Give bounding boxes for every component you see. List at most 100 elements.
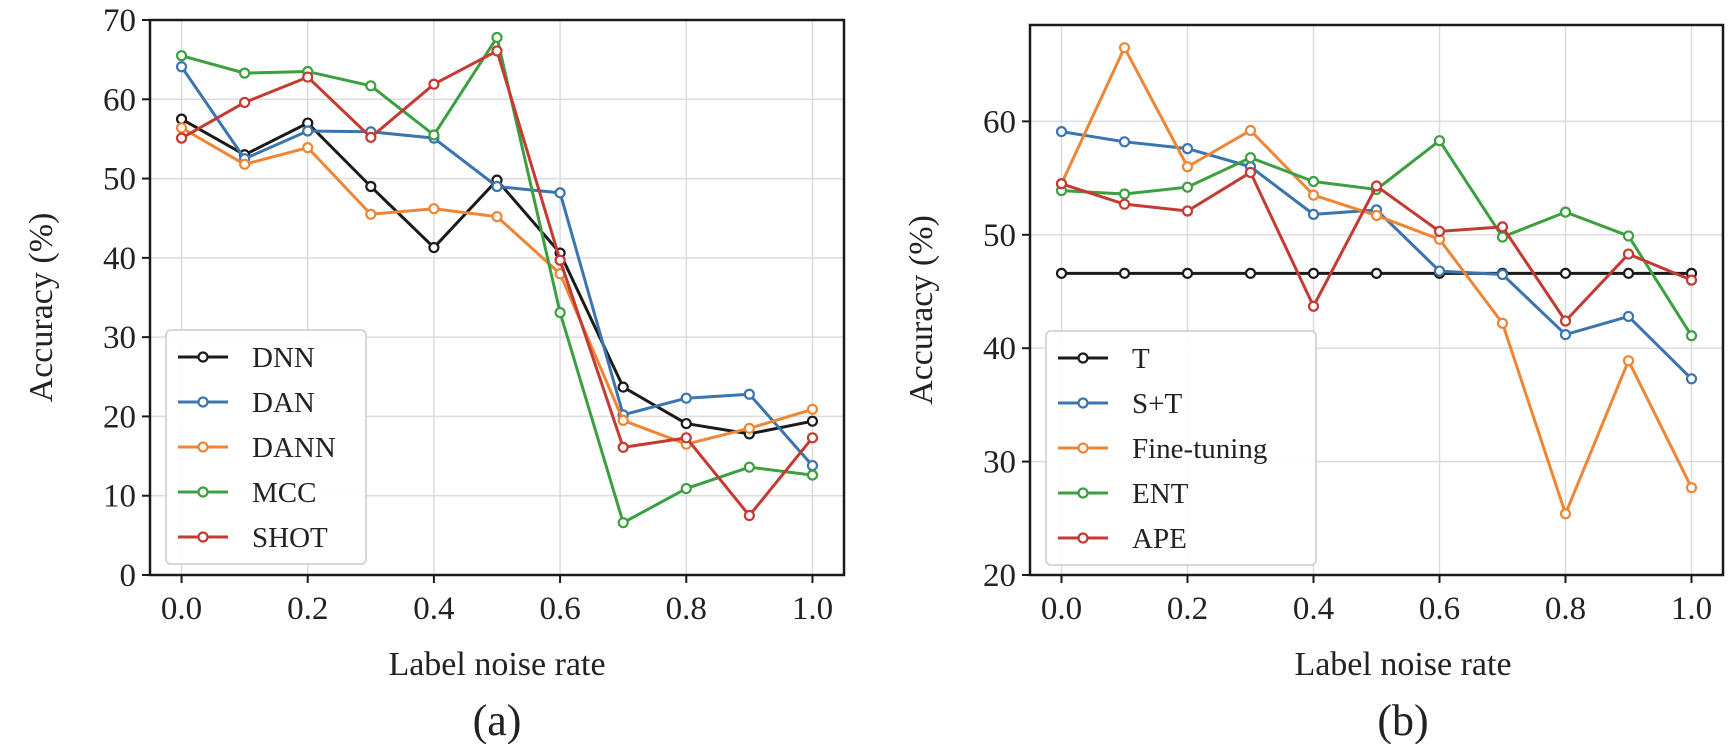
data-point-s-t: [1622, 310, 1635, 323]
legend-label: APE: [1132, 523, 1187, 555]
data-point-fine-tuning: [1685, 482, 1698, 494]
data-point-shot: [239, 96, 251, 109]
data-point-ape: [1622, 248, 1635, 260]
data-point-dan: [554, 187, 566, 199]
data-point-shot: [365, 131, 377, 143]
data-point-ent: [1181, 181, 1194, 193]
data-point-dan: [302, 125, 314, 137]
data-point-s-t: [1181, 143, 1194, 155]
data-point-ent: [1685, 330, 1698, 342]
data-point-t: [1118, 267, 1131, 279]
y-tick-label: 10: [103, 479, 136, 515]
panel-label: (b): [1377, 696, 1428, 744]
data-point-s-t: [1496, 268, 1509, 281]
y-tick-label: 30: [103, 320, 136, 356]
data-point-dan: [743, 388, 755, 400]
legend-marker: [1077, 352, 1089, 364]
x-tick-label: 0.8: [666, 591, 707, 627]
data-point-mcc: [491, 31, 503, 44]
y-tick-label: 30: [983, 445, 1016, 481]
data-point-dann: [743, 422, 755, 434]
data-point-ape: [1055, 178, 1068, 190]
x-tick-label: 0.2: [1167, 591, 1208, 627]
data-point-ape: [1559, 315, 1572, 327]
chart-panel-b: 0.0 0.2 0.4 0.6 0.8 1.0 20 30 40 50 60 Label noise …: [903, 23, 1725, 744]
data-point-ape: [1118, 198, 1131, 210]
data-point-mcc: [806, 469, 819, 481]
legend-label: MCC: [252, 477, 316, 509]
data-point-fine-tuning: [1118, 42, 1131, 54]
legend-label: Fine-tuning: [1132, 433, 1267, 465]
data-point-shot: [428, 78, 440, 90]
y-tick-label: 70: [103, 3, 136, 39]
data-point-t: [1307, 267, 1320, 279]
data-point-fine-tuning: [1181, 161, 1194, 173]
data-point-ape: [1181, 205, 1194, 217]
data-point-s-t: [1118, 136, 1131, 148]
legend-marker: [197, 531, 209, 543]
data-point-dann: [175, 122, 188, 134]
y-tick-label: 60: [983, 104, 1016, 140]
data-point-dnn: [680, 417, 692, 430]
data-point-mcc: [175, 50, 188, 62]
x-tick-label: 0.6: [1419, 591, 1460, 627]
data-point-ent: [1244, 152, 1257, 164]
data-point-shot: [175, 132, 188, 144]
y-tick-label: 50: [983, 218, 1016, 254]
data-point-dnn: [365, 180, 377, 193]
x-tick-label: 0.8: [1545, 591, 1586, 627]
data-point-fine-tuning: [1622, 355, 1635, 367]
data-point-dnn: [428, 241, 440, 254]
plot-frame: [1028, 23, 1725, 577]
legend-label: SHOT: [252, 522, 328, 554]
y-tick-label: 60: [103, 82, 136, 118]
legend-marker: [1077, 532, 1089, 544]
data-point-s-t: [1307, 208, 1320, 220]
legend-label: DANN: [252, 432, 336, 464]
data-point-s-t: [1685, 373, 1698, 385]
data-point-shot: [806, 432, 819, 444]
data-point-ape: [1307, 300, 1320, 312]
data-point-ape: [1685, 274, 1698, 286]
data-point-dan: [680, 392, 692, 404]
y-tick-label: 20: [103, 399, 136, 435]
data-point-shot: [617, 441, 629, 453]
data-point-ent: [1496, 231, 1509, 243]
legend-marker: [1077, 397, 1089, 409]
data-point-mcc: [617, 517, 629, 529]
data-point-mcc: [743, 461, 755, 473]
x-tick-label: 0.4: [413, 591, 454, 627]
x-axis-label: Label noise rate: [388, 646, 605, 683]
data-point-dan: [491, 180, 503, 193]
y-axis-label: Accuracy (%): [23, 213, 60, 403]
data-point-fine-tuning: [1307, 189, 1320, 201]
data-point-shot: [554, 254, 566, 266]
legend-marker: [197, 441, 209, 453]
data-point-t: [1370, 267, 1383, 279]
data-point-fine-tuning: [1244, 124, 1257, 137]
y-axis-label: Accuracy (%): [903, 215, 940, 405]
data-point-shot: [302, 71, 314, 83]
data-point-shot: [743, 509, 755, 522]
x-tick-label: 0.0: [161, 591, 202, 627]
x-tick-label: 0.4: [1293, 591, 1334, 627]
data-point-t: [1244, 267, 1257, 279]
data-point-ape: [1370, 180, 1383, 192]
data-point-dann: [806, 403, 819, 415]
data-point-fine-tuning: [1496, 317, 1509, 329]
legend-box: [165, 329, 367, 565]
data-point-dnn: [617, 381, 629, 393]
data-point-fine-tuning: [1370, 209, 1383, 222]
legend-marker: [1077, 442, 1089, 454]
x-tick-label: 0.0: [1041, 591, 1082, 627]
y-tick-label: 0: [120, 558, 137, 594]
data-point-dann: [491, 211, 503, 223]
data-point-ent: [1559, 206, 1572, 218]
legend-label: DNN: [252, 342, 315, 374]
data-point-dann: [428, 203, 440, 215]
data-point-ent: [1307, 175, 1320, 188]
data-point-s-t: [1433, 265, 1446, 277]
x-tick-label: 1.0: [1671, 591, 1712, 627]
legend-marker: [197, 351, 209, 363]
